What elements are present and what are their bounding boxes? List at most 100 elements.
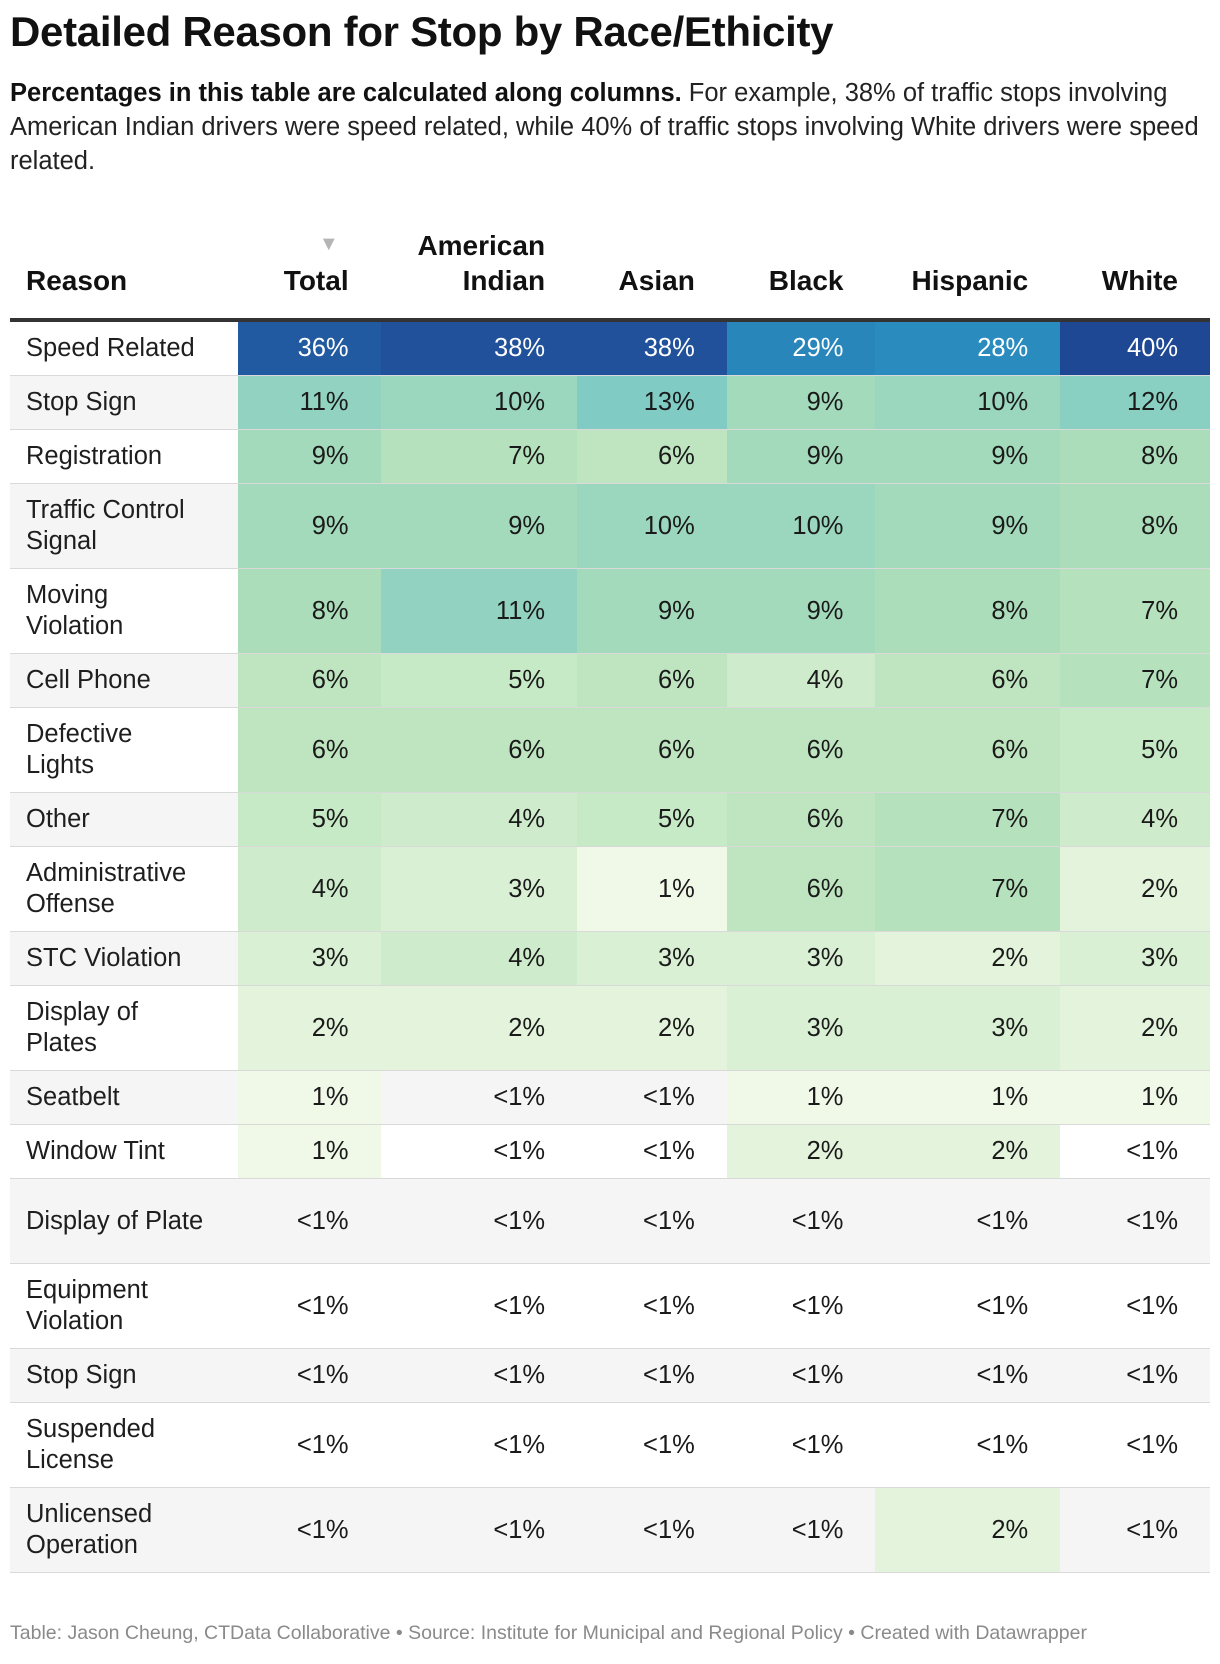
table-header-row: Reason ▼ Total American Indian Asian Blac… <box>10 228 1210 320</box>
row-label: STC Violation <box>10 931 239 986</box>
table-row: Stop Sign <1% <1% <1% <1% <1% <1% <box>10 1348 1210 1403</box>
table-cell: 3% <box>726 985 876 1071</box>
table-cell: 1% <box>875 1070 1061 1125</box>
column-header-total[interactable]: ▼ Total <box>238 228 380 320</box>
description-text: For example, 38% of traffic stops involv… <box>10 79 1199 175</box>
table-cell: <1% <box>875 1348 1061 1403</box>
table-cell: 4% <box>380 792 578 847</box>
table-cell: 4% <box>1060 792 1210 847</box>
table-cell: 2% <box>875 1487 1061 1573</box>
table-cell: 5% <box>577 792 727 847</box>
table-cell: 2% <box>380 985 578 1071</box>
table-cell: 4% <box>238 846 381 932</box>
table-cell: 8% <box>238 568 381 654</box>
table-row: Administrative Offense 4% 3% 1% 6% 7% 2% <box>10 846 1210 932</box>
table-cell: 6% <box>726 846 876 932</box>
column-header-reason[interactable]: Reason <box>26 265 128 296</box>
sort-descending-icon: ▼ <box>318 233 339 255</box>
table-cell: 9% <box>577 568 727 654</box>
row-label: Stop Sign <box>10 1348 239 1403</box>
column-header-hispanic[interactable]: Hispanic <box>911 265 1029 296</box>
table-row: Display of Plates 2% 2% 2% 3% 3% 2% <box>10 985 1210 1071</box>
table-cell: <1% <box>577 1263 727 1349</box>
table-cell: 8% <box>1060 429 1210 484</box>
table-cell: 5% <box>238 792 381 847</box>
table-cell: 29% <box>726 320 876 376</box>
table-cell: 9% <box>238 483 381 569</box>
table-cell: 9% <box>875 483 1061 569</box>
table-cell: 36% <box>238 320 381 376</box>
table-cell: 10% <box>875 375 1061 430</box>
table-cell: 10% <box>380 375 578 430</box>
table-cell: <1% <box>577 1124 727 1179</box>
table-cell: 1% <box>238 1070 381 1125</box>
table-row: Display of Plate <1% <1% <1% <1% <1% <1% <box>10 1178 1210 1264</box>
table-cell: <1% <box>1060 1124 1210 1179</box>
row-label: Unlicensed Operation <box>10 1487 239 1573</box>
table-cell: 40% <box>1060 320 1210 376</box>
table-cell: 6% <box>875 707 1061 793</box>
table-cell: 1% <box>577 846 727 932</box>
chart-description: Percentages in this table are calculated… <box>10 76 1200 178</box>
data-table: Reason ▼ Total American Indian Asian Blac… <box>10 228 1210 1573</box>
column-header-white[interactable]: White <box>1101 265 1178 296</box>
table-cell: 2% <box>726 1124 876 1179</box>
table-cell: 2% <box>875 931 1061 986</box>
table-cell: <1% <box>380 1402 578 1488</box>
table-cell: <1% <box>726 1402 876 1488</box>
table-cell: 2% <box>577 985 727 1071</box>
table-cell: <1% <box>380 1070 578 1125</box>
table-row: Speed Related 36% 38% 38% 29% 28% 40% <box>10 320 1210 376</box>
table-row: Unlicensed Operation <1% <1% <1% <1% 2% <1% <box>10 1487 1210 1573</box>
chart-title: Detailed Reason for Stop by Race/Ethicit… <box>10 8 834 55</box>
table-cell: <1% <box>577 1178 727 1264</box>
table-cell: <1% <box>380 1263 578 1349</box>
row-label: Other <box>10 792 239 847</box>
table-cell: <1% <box>238 1348 381 1403</box>
table-cell: 9% <box>726 429 876 484</box>
column-header-american-indian[interactable]: American Indian <box>417 230 546 296</box>
table-cell: 2% <box>238 985 381 1071</box>
chart-footer: Table: Jason Cheung, CTData Collaborativ… <box>10 1622 1087 1644</box>
table-row: Seatbelt 1% <1% <1% 1% 1% 1% <box>10 1070 1210 1125</box>
table-cell: 7% <box>380 429 578 484</box>
table-cell: 6% <box>577 653 727 708</box>
table-cell: <1% <box>238 1487 381 1573</box>
table-cell: 10% <box>726 483 876 569</box>
table-row: STC Violation 3% 4% 3% 3% 2% 3% <box>10 931 1210 986</box>
table-cell: 10% <box>577 483 727 569</box>
table-row: Defective Lights 6% 6% 6% 6% 6% 5% <box>10 707 1210 793</box>
table-body: Speed Related 36% 38% 38% 29% 28% 40% Stop Sign… <box>10 320 1210 1573</box>
table-cell: 12% <box>1060 375 1210 430</box>
table-cell: <1% <box>577 1070 727 1125</box>
row-label: Window Tint <box>10 1124 239 1179</box>
table-cell: 1% <box>238 1124 381 1179</box>
table-cell: <1% <box>238 1402 381 1488</box>
description-bold: Percentages in this table are calculated… <box>10 79 682 107</box>
table-cell: <1% <box>380 1124 578 1179</box>
table-cell: 8% <box>875 568 1061 654</box>
table-cell: 1% <box>726 1070 876 1125</box>
table-row: Suspended License <1% <1% <1% <1% <1% <1% <box>10 1402 1210 1488</box>
table-cell: 2% <box>1060 985 1210 1071</box>
row-label: Moving Violation <box>10 568 239 654</box>
column-header-asian[interactable]: Asian <box>618 265 695 296</box>
table-cell: <1% <box>380 1178 578 1264</box>
table-cell: <1% <box>1060 1402 1210 1488</box>
table-row: Window Tint 1% <1% <1% 2% 2% <1% <box>10 1124 1210 1179</box>
table-cell: <1% <box>1060 1178 1210 1264</box>
table-cell: 6% <box>238 653 381 708</box>
table-cell: 3% <box>380 846 578 932</box>
table-cell: 6% <box>726 792 876 847</box>
table-row: Registration 9% 7% 6% 9% 9% 8% <box>10 429 1210 484</box>
table-cell: 3% <box>577 931 727 986</box>
table-cell: 6% <box>577 429 727 484</box>
table-cell: 3% <box>875 985 1061 1071</box>
row-label: Suspended License <box>10 1402 239 1488</box>
row-label: Display of Plate <box>10 1178 239 1264</box>
table-cell: 6% <box>875 653 1061 708</box>
table-cell: 6% <box>238 707 381 793</box>
table-cell: 4% <box>726 653 876 708</box>
column-header-black[interactable]: Black <box>768 265 844 296</box>
table-cell: 11% <box>380 568 578 654</box>
